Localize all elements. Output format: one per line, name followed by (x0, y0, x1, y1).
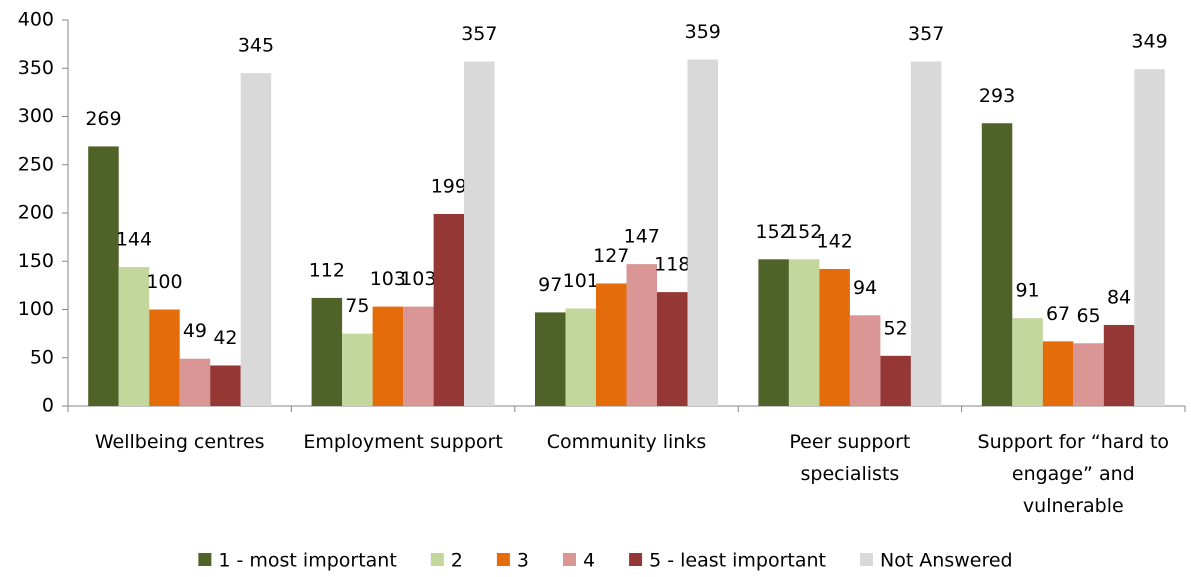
data-label: 94 (853, 277, 877, 299)
data-label: 49 (183, 320, 207, 342)
data-label: 152 (756, 221, 792, 243)
data-label: 199 (431, 175, 467, 197)
data-label: 42 (213, 327, 237, 349)
x-tick-label: Peer support specialists (789, 431, 910, 485)
x-tick-label: Community links (547, 431, 707, 453)
bar (179, 358, 211, 406)
bar (596, 283, 627, 406)
bar (565, 308, 596, 406)
legend-label: 2 (451, 550, 463, 572)
y-tick-label: 400 (18, 9, 54, 31)
bar (535, 312, 566, 406)
bar (149, 309, 180, 406)
data-label: 142 (817, 230, 853, 252)
bar (687, 59, 718, 406)
data-label: 52 (884, 317, 908, 339)
y-tick-label: 150 (18, 250, 54, 272)
legend-swatch (198, 553, 212, 566)
bar (1042, 341, 1074, 406)
data-label: 97 (538, 274, 562, 296)
data-label: 91 (1015, 280, 1039, 302)
data-label: 75 (345, 295, 369, 317)
legend-swatch (629, 553, 643, 566)
data-label: 345 (238, 35, 274, 57)
data-label: 103 (370, 268, 406, 290)
legend-label: 1 - most important (218, 550, 396, 572)
bar (118, 267, 150, 406)
bar (311, 297, 343, 406)
data-label: 144 (116, 229, 152, 251)
legend-swatch (562, 553, 576, 566)
legend-label: 4 (583, 550, 595, 572)
data-label: 112 (309, 259, 345, 281)
bar (758, 259, 789, 406)
x-tick-label: Wellbeing centres (95, 431, 265, 453)
data-label: 65 (1076, 305, 1100, 327)
bar (240, 73, 272, 406)
y-tick-label: 50 (30, 346, 54, 368)
data-label: 118 (654, 254, 690, 276)
bar (981, 123, 1013, 406)
bar (1134, 69, 1165, 406)
data-label: 357 (461, 23, 497, 45)
y-tick-label: 200 (18, 202, 54, 224)
y-tick-label: 0 (42, 395, 54, 417)
bar (433, 213, 465, 406)
y-tick-label: 100 (18, 298, 54, 320)
y-tick-label: 350 (18, 57, 54, 79)
bar (788, 259, 820, 406)
data-label: 103 (400, 268, 436, 290)
data-label: 84 (1107, 286, 1131, 308)
data-label: 100 (146, 271, 182, 293)
bar (372, 306, 404, 406)
data-label: 359 (685, 21, 721, 43)
bar (1012, 318, 1043, 406)
data-label: 349 (1131, 31, 1167, 53)
bar (626, 264, 657, 406)
bar (849, 315, 881, 406)
data-label: 127 (593, 245, 629, 267)
y-tick-label: 250 (18, 153, 54, 175)
data-label: 152 (786, 221, 822, 243)
data-label: 147 (624, 226, 660, 248)
bar (657, 292, 688, 406)
data-label: 357 (908, 23, 944, 45)
data-label: 269 (85, 108, 121, 130)
bar (910, 61, 942, 407)
data-label: 293 (979, 85, 1015, 107)
legend-swatch (859, 553, 873, 566)
legend: 1 - most important 2 3 4 5 - least important… (198, 550, 1013, 572)
bar (464, 61, 495, 407)
legend-label: Not Answered (880, 550, 1013, 572)
legend-label: 3 (517, 550, 529, 572)
x-tick-label: Employment support (303, 431, 502, 453)
x-tick-label: Support for “hard to engage” and vulnerabl… (978, 431, 1170, 517)
bar (403, 306, 434, 406)
bar (1103, 324, 1135, 406)
data-label: 67 (1046, 303, 1070, 325)
legend-label: 5 - least important (649, 550, 826, 572)
y-tick-label: 300 (18, 105, 54, 127)
legend-swatch (496, 553, 510, 566)
bar (342, 333, 373, 406)
bar (88, 146, 119, 407)
bar (819, 268, 850, 406)
bar (1073, 343, 1104, 406)
legend-swatch (430, 553, 444, 566)
data-label: 101 (563, 270, 599, 292)
bar (880, 355, 911, 406)
bar (210, 365, 241, 406)
